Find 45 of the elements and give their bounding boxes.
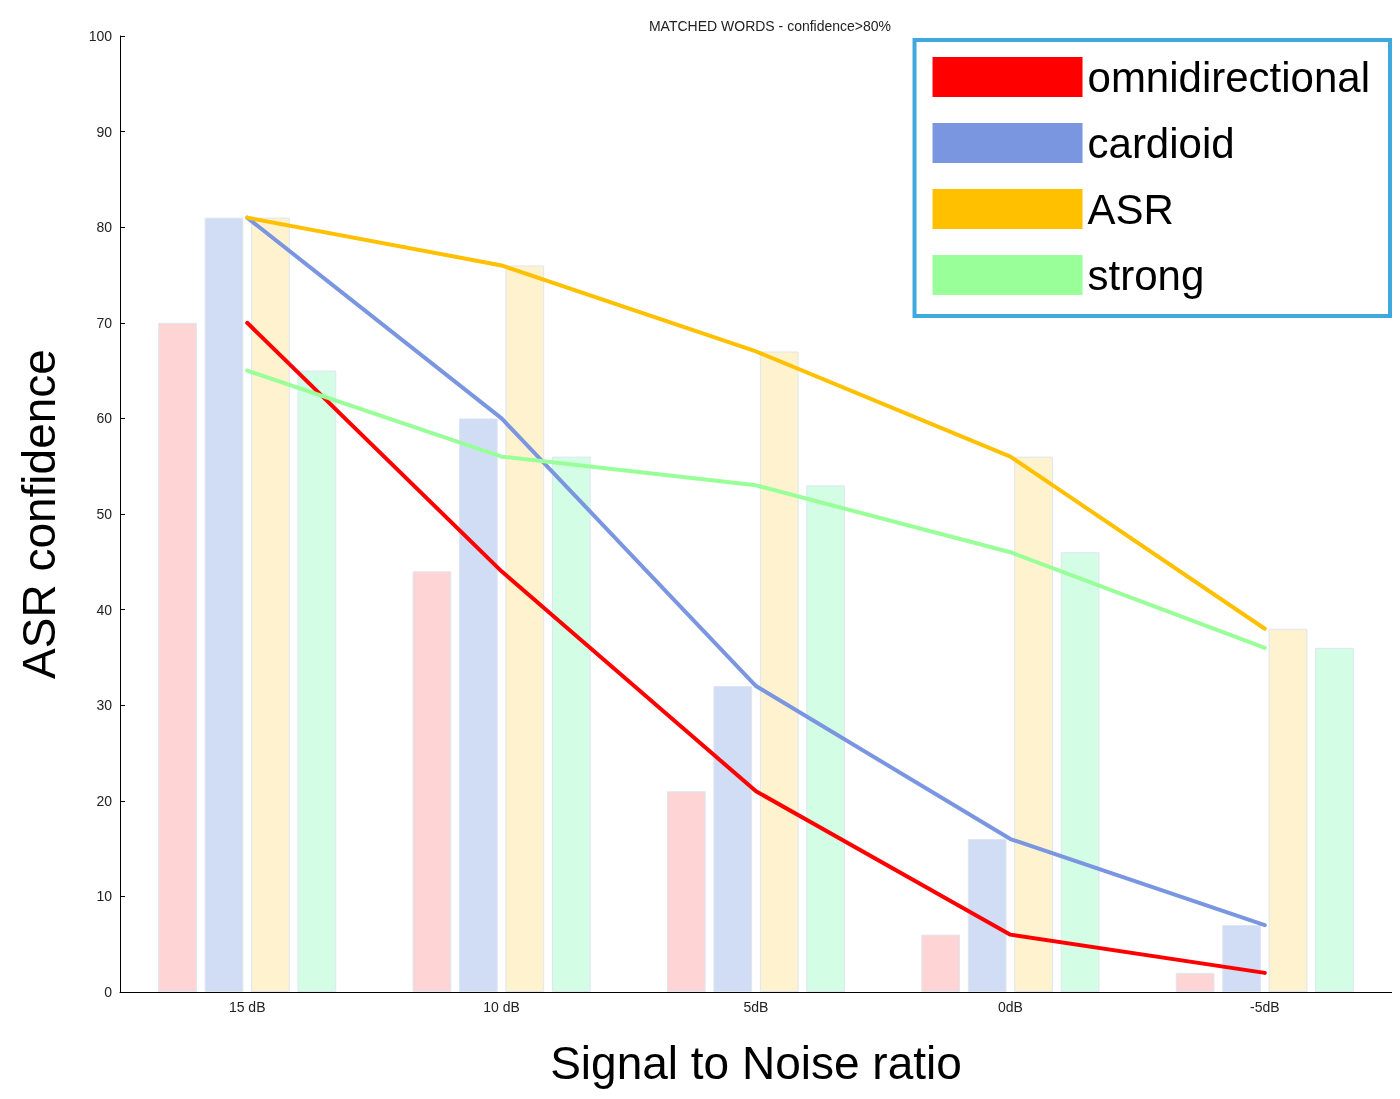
- y-tick-label: 60: [96, 410, 113, 427]
- bar: [1014, 456, 1053, 992]
- bar: [1060, 552, 1100, 992]
- y-tick-label: 10: [96, 888, 113, 905]
- y-tick-label: 70: [96, 314, 113, 331]
- chart-title: MATCHED WORDS - confidence>80%: [648, 18, 892, 34]
- x-tick-label: -5dB: [1250, 999, 1280, 1015]
- x-tick-label: 0dB: [997, 999, 1023, 1015]
- y-tick-label: 20: [96, 792, 113, 809]
- x-tick-label: 15 dB: [228, 999, 266, 1015]
- y-tick-label: 0: [104, 984, 113, 1000]
- legend-label: strong: [1087, 251, 1205, 299]
- bar: [806, 485, 846, 992]
- bar: [967, 839, 1007, 992]
- bar: [459, 418, 498, 992]
- y-tick-label: 30: [96, 697, 113, 714]
- bar: [297, 370, 337, 992]
- bar: [1222, 925, 1261, 992]
- y-axis-title: ASR confidence: [13, 349, 65, 679]
- bar: [1315, 647, 1354, 992]
- bar: [204, 217, 244, 992]
- y-tick-label: 90: [96, 123, 113, 140]
- bar: [505, 265, 545, 992]
- bar: [1175, 972, 1215, 992]
- x-tick-label: 5dB: [743, 999, 769, 1015]
- bar: [251, 217, 290, 992]
- bar: [759, 351, 799, 992]
- x-tick-label: 10 dB: [483, 999, 520, 1015]
- bar: [412, 571, 452, 992]
- bar: [666, 791, 706, 992]
- x-axis-title: Signal to Noise ratio: [550, 1037, 962, 1089]
- bar: [551, 456, 591, 992]
- bar: [158, 322, 197, 992]
- y-tick-label: 80: [96, 219, 113, 236]
- y-tick-label: 50: [96, 506, 113, 522]
- y-tick-label: 40: [96, 601, 113, 618]
- line-series: [245, 320, 1267, 975]
- line-series: [245, 368, 1267, 650]
- bar: [921, 934, 961, 992]
- legend-label: cardioid: [1087, 119, 1235, 167]
- legend-label: omnidirectional: [1087, 53, 1371, 101]
- legend-label: ASR: [1087, 185, 1174, 233]
- bar: [1268, 628, 1308, 992]
- y-tick-label: 100: [88, 28, 113, 44]
- bar: [713, 686, 753, 992]
